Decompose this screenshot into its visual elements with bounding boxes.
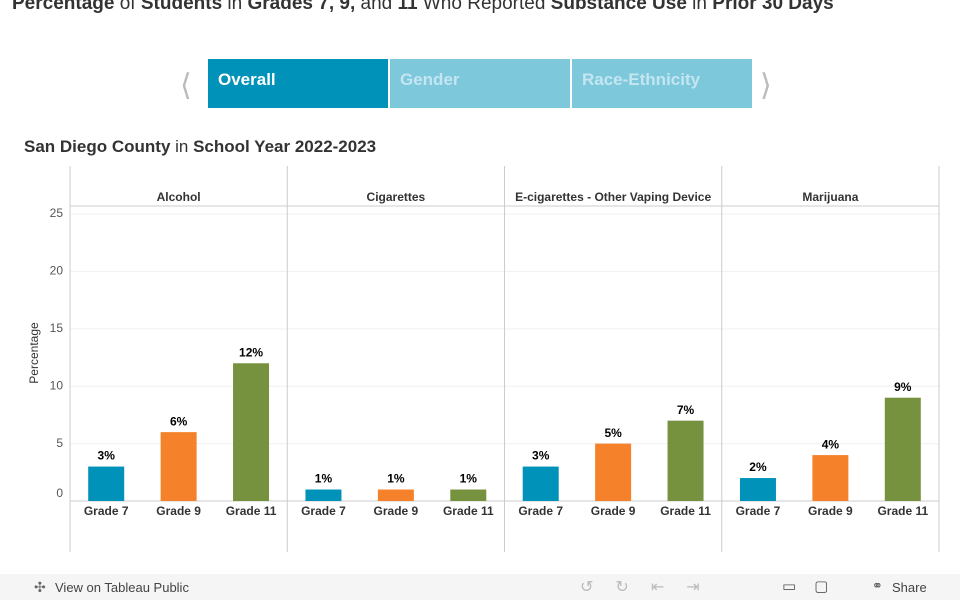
toolbar: ✣ View on Tableau Public ↺↻⇤⇥ ▭▢ ⚭ Share xyxy=(0,574,960,600)
bar xyxy=(595,443,632,501)
subtitle-part: San Diego County xyxy=(24,137,171,156)
panel-header: Marijuana xyxy=(802,190,858,204)
title-part: Substance Use xyxy=(550,0,687,14)
value-label: 7% xyxy=(677,403,695,417)
value-label: 12% xyxy=(239,345,263,359)
bar xyxy=(160,432,197,501)
x-tick-label: Grade 9 xyxy=(156,504,201,518)
value-label: 2% xyxy=(749,460,767,474)
title-part: and xyxy=(355,0,398,14)
x-tick-label: Grade 11 xyxy=(660,504,711,518)
x-tick-label: Grade 11 xyxy=(226,504,277,518)
tab[interactable]: Gender xyxy=(390,59,570,108)
value-label: 1% xyxy=(387,472,405,486)
x-tick-label: Grade 9 xyxy=(591,504,636,518)
panel-header: E-cigarettes - Other Vaping Device xyxy=(515,190,711,204)
title-part: of xyxy=(114,0,141,14)
x-tick-label: Grade 11 xyxy=(443,504,494,518)
title-part: Who Reported xyxy=(417,0,551,14)
panel-header: Alcohol xyxy=(157,190,201,204)
bar xyxy=(377,489,414,501)
y-tick-label: 15 xyxy=(50,321,64,335)
download-icons[interactable]: ▭▢ xyxy=(782,578,847,595)
x-tick-label: Grade 7 xyxy=(84,504,129,518)
prev-arrow[interactable]: ⟨ xyxy=(180,69,192,102)
value-label: 6% xyxy=(170,414,188,428)
bar xyxy=(884,397,921,501)
x-tick-label: Grade 9 xyxy=(808,504,853,518)
x-tick-label: Grade 9 xyxy=(374,504,419,518)
tab[interactable]: Overall xyxy=(208,59,388,108)
x-tick-label: Grade 11 xyxy=(877,504,928,518)
tab-bar: Overall Gender Race-Ethnicity xyxy=(208,59,752,108)
bar xyxy=(522,466,559,501)
value-label: 3% xyxy=(98,449,116,463)
undo-redo-icons[interactable]: ↺↻⇤⇥ xyxy=(580,579,722,596)
value-label: 9% xyxy=(894,380,912,394)
share-button[interactable]: Share xyxy=(892,580,927,595)
bar xyxy=(88,466,125,501)
title-part: Percentage xyxy=(12,0,115,14)
bar xyxy=(450,489,487,501)
x-tick-label: Grade 7 xyxy=(301,504,346,518)
subtitle: San Diego County in School Year 2022-202… xyxy=(24,137,376,157)
bar xyxy=(305,489,342,501)
title-part: Grades 7, 9, xyxy=(247,0,356,14)
x-tick-label: Grade 7 xyxy=(736,504,781,518)
tableau-icon: ✣ xyxy=(34,579,46,595)
bar xyxy=(739,478,776,501)
value-label: 1% xyxy=(460,472,478,486)
view-link[interactable]: View on Tableau Public xyxy=(55,580,189,595)
bar xyxy=(233,363,270,501)
y-axis-label: Percentage xyxy=(27,322,41,384)
value-label: 5% xyxy=(604,426,622,440)
title-part: in xyxy=(686,0,713,14)
subtitle-part: in xyxy=(170,137,194,156)
title-part: 11 xyxy=(397,0,418,14)
y-tick-label: 25 xyxy=(50,206,64,220)
panel-header: Cigarettes xyxy=(367,190,426,204)
bar xyxy=(812,455,849,501)
value-label: 4% xyxy=(822,437,840,451)
value-label: 3% xyxy=(532,449,550,463)
y-tick-label: 0 xyxy=(56,486,63,500)
tab[interactable]: Race-Ethnicity xyxy=(572,59,752,108)
chart: Percentage 0 5 10 15 20 25 Alcohol 3% Grade 7 6% G… xyxy=(27,166,940,552)
title-part: Prior 30 Days xyxy=(712,0,834,14)
value-label: 1% xyxy=(315,472,333,486)
y-tick-label: 5 xyxy=(56,436,63,450)
bar xyxy=(667,420,704,501)
subtitle-part: School Year 2022-2023 xyxy=(193,137,377,156)
title-part: Students xyxy=(140,0,223,14)
share-icon: ⚭ xyxy=(872,578,883,593)
x-tick-label: Grade 7 xyxy=(518,504,563,518)
y-tick-label: 10 xyxy=(50,378,64,392)
title-part: in xyxy=(222,0,248,14)
y-tick-label: 20 xyxy=(50,264,64,278)
page-title: Percentage of Students in Grades 7, 9, a… xyxy=(12,0,932,32)
next-arrow[interactable]: ⟩ xyxy=(760,69,772,102)
